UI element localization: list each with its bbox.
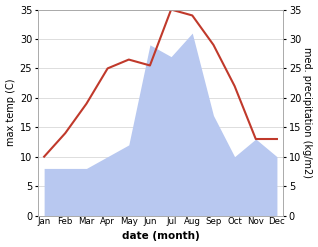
X-axis label: date (month): date (month): [122, 231, 199, 242]
Y-axis label: med. precipitation (kg/m2): med. precipitation (kg/m2): [302, 47, 313, 178]
Y-axis label: max temp (C): max temp (C): [5, 79, 16, 146]
